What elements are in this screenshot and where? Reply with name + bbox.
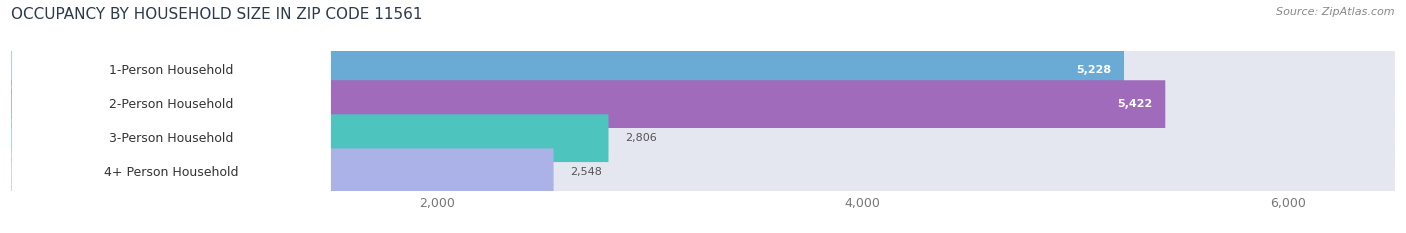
FancyBboxPatch shape: [11, 114, 1395, 162]
FancyBboxPatch shape: [11, 148, 1395, 196]
Text: 3-Person Household: 3-Person Household: [110, 132, 233, 145]
Text: 5,422: 5,422: [1118, 99, 1153, 109]
Text: OCCUPANCY BY HOUSEHOLD SIZE IN ZIP CODE 11561: OCCUPANCY BY HOUSEHOLD SIZE IN ZIP CODE …: [11, 7, 423, 22]
Text: 5,228: 5,228: [1076, 65, 1111, 75]
Text: 2,806: 2,806: [626, 133, 657, 143]
Text: 2,548: 2,548: [571, 167, 603, 177]
FancyBboxPatch shape: [11, 80, 1395, 128]
FancyBboxPatch shape: [11, 80, 1166, 128]
FancyBboxPatch shape: [11, 148, 554, 196]
FancyBboxPatch shape: [11, 46, 1395, 94]
FancyBboxPatch shape: [11, 51, 330, 89]
FancyBboxPatch shape: [11, 119, 330, 157]
FancyBboxPatch shape: [11, 114, 609, 162]
FancyBboxPatch shape: [11, 46, 1123, 94]
FancyBboxPatch shape: [11, 153, 330, 191]
Text: Source: ZipAtlas.com: Source: ZipAtlas.com: [1277, 7, 1395, 17]
Text: 1-Person Household: 1-Person Household: [110, 64, 233, 76]
Text: 2-Person Household: 2-Person Household: [110, 98, 233, 111]
FancyBboxPatch shape: [11, 85, 330, 123]
Text: 4+ Person Household: 4+ Person Household: [104, 166, 239, 179]
